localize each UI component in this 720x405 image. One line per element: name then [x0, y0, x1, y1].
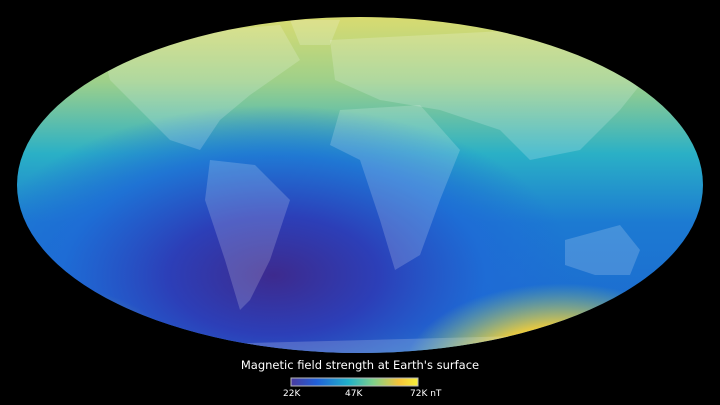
- australia: [565, 225, 640, 275]
- legend-mid-label: 47K: [345, 389, 363, 399]
- legend-colorbar: [290, 377, 419, 387]
- continents: [100, 20, 660, 353]
- legend-max-label: 72K nT: [410, 389, 442, 399]
- africa: [330, 105, 460, 270]
- south-america: [205, 160, 290, 310]
- greenland: [290, 20, 340, 45]
- eurasia: [330, 25, 660, 160]
- legend-title: Magnetic field strength at Earth's surfa…: [240, 358, 480, 372]
- legend-min-label: 22K: [283, 389, 301, 399]
- north-america: [100, 25, 300, 150]
